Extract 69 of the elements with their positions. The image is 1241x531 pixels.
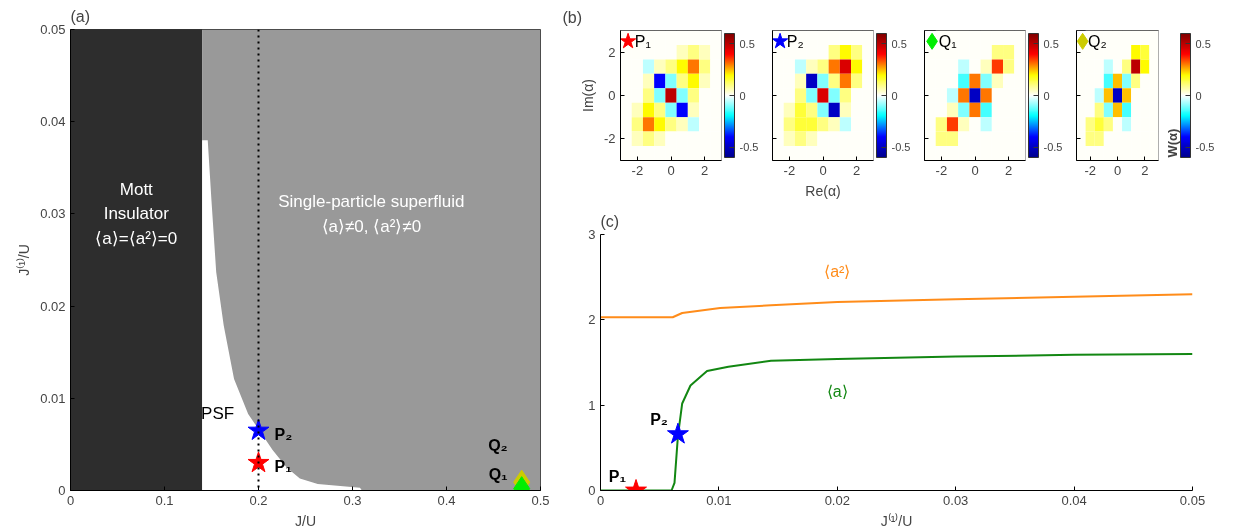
x-tick-label: 0.1 — [155, 492, 174, 508]
x-tick-label: 0 — [667, 162, 675, 178]
y-tick-label: 2 — [588, 312, 596, 328]
x-tick-label: 2 — [1005, 162, 1013, 178]
x-tick-label: 0.4 — [437, 492, 456, 508]
chart-title: (c) — [600, 212, 620, 230]
series-label: P₂ — [650, 411, 668, 429]
chart-title: P₂ — [786, 32, 804, 50]
color-bar-label: 0.5 — [739, 37, 755, 50]
x-axis-title: Re(α) — [805, 182, 841, 199]
series-label: P₁ — [274, 458, 293, 476]
x-tick-label: 0.2 — [249, 492, 268, 508]
y-axis-title: Im(α) — [579, 79, 596, 112]
series-label: P₁ — [608, 467, 627, 485]
x-tick-label: 2 — [701, 162, 709, 178]
x-tick-label: -2 — [783, 162, 796, 178]
series-label: P₂ — [274, 426, 293, 444]
y-tick-label: -2 — [603, 131, 616, 147]
x-axis-title: J⁽¹⁾/U — [880, 512, 913, 529]
color-bar-label: -0.5 — [891, 141, 911, 154]
x-tick-label: 0.04 — [1061, 492, 1087, 508]
x-tick-label: -2 — [935, 162, 948, 178]
series-label: Q₂ — [488, 437, 508, 455]
y-tick-label: 0 — [608, 88, 616, 103]
x-tick-label: 0.3 — [343, 492, 362, 508]
color-bar-label: 0 — [739, 89, 746, 102]
x-tick-label: 0.01 — [706, 492, 732, 508]
y-tick-label: 0.05 — [40, 22, 66, 37]
x-tick-label: 0.03 — [943, 492, 969, 508]
x-tick-label: -2 — [631, 162, 644, 178]
chart-title: P₁ — [634, 32, 651, 50]
series-label: ⟨a²⟩ — [824, 262, 851, 280]
series-label: Q₁ — [488, 465, 509, 483]
chart-title: Q₁ — [938, 32, 957, 50]
color-bar-label: 0.5 — [1195, 37, 1211, 50]
y-tick-label: 0.03 — [40, 206, 66, 222]
x-tick-label: 0 — [1113, 162, 1122, 178]
y-tick-label: 0.04 — [40, 114, 66, 130]
color-bar-label: -0.5 — [739, 141, 759, 154]
y-tick-label: 1 — [588, 397, 596, 413]
text: (b) — [562, 8, 583, 26]
x-tick-label: 2 — [1141, 162, 1149, 178]
x-tick-label: -2 — [1084, 162, 1096, 178]
band-label: Mott Insulator ⟨a⟩=⟨a²⟩=0 — [95, 179, 178, 249]
y-tick-label: 2 — [608, 44, 616, 60]
y-tick-label: 0.02 — [40, 298, 66, 314]
chart-title: Q₂ — [1088, 32, 1107, 50]
chart-title: (a) — [70, 7, 91, 25]
y-tick-label: 0.01 — [40, 390, 66, 406]
color-bar-label: 0.5 — [891, 37, 907, 50]
color-bar-title: W(α) — [1164, 128, 1180, 158]
x-tick-label: 0 — [819, 162, 827, 178]
y-tick-label: 3 — [588, 227, 596, 242]
color-bar-label: 0 — [1043, 89, 1050, 102]
x-tick-label: 2 — [853, 162, 861, 178]
band-label: Single-particle superfluid ⟨a⟩≠0, ⟨a²⟩≠0 — [278, 192, 465, 236]
x-tick-label: 0 — [971, 162, 979, 178]
y-axis-title: J⁽¹⁾/U — [16, 244, 33, 276]
color-bar-label: 0 — [1195, 89, 1202, 102]
x-tick-label: 0.05 — [1179, 492, 1206, 508]
color-bar-label: 0.5 — [1043, 37, 1059, 50]
color-bar-label: -0.5 — [1043, 141, 1063, 154]
x-tick-label: 0.02 — [824, 492, 850, 508]
x-tick-label: 0.5 — [531, 492, 550, 508]
color-bar-label: -0.5 — [1195, 141, 1215, 154]
series-label: ⟨a⟩ — [826, 383, 848, 401]
color-bar-label: 0 — [891, 89, 898, 102]
x-axis-title: J/U — [295, 512, 316, 529]
series-label: PSF — [201, 404, 235, 424]
